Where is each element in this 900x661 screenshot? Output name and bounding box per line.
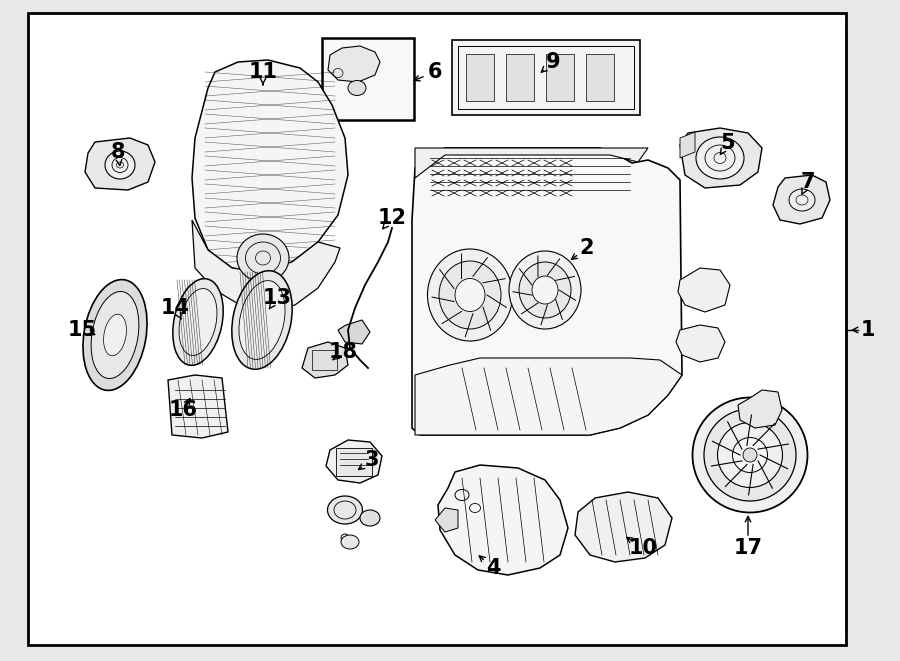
Ellipse shape (455, 278, 485, 311)
Text: 10: 10 (628, 538, 658, 558)
Polygon shape (192, 60, 348, 272)
Text: 11: 11 (248, 62, 277, 82)
Ellipse shape (179, 289, 217, 356)
Text: 5: 5 (721, 133, 735, 153)
Ellipse shape (360, 510, 380, 526)
Polygon shape (680, 132, 695, 158)
Polygon shape (412, 148, 682, 435)
Polygon shape (678, 268, 730, 312)
Ellipse shape (348, 81, 366, 95)
Polygon shape (168, 375, 228, 438)
Ellipse shape (704, 409, 796, 501)
Text: 17: 17 (734, 538, 762, 558)
Text: 4: 4 (486, 558, 500, 578)
Text: 14: 14 (160, 298, 190, 318)
Polygon shape (85, 138, 155, 190)
Polygon shape (773, 175, 830, 224)
Text: 18: 18 (328, 342, 357, 362)
Ellipse shape (232, 271, 292, 369)
Ellipse shape (789, 189, 815, 211)
Text: 16: 16 (168, 400, 197, 420)
Polygon shape (192, 220, 340, 310)
Ellipse shape (692, 397, 807, 512)
Text: 8: 8 (111, 142, 125, 162)
Ellipse shape (717, 422, 782, 488)
Ellipse shape (173, 279, 223, 366)
Ellipse shape (696, 137, 744, 179)
Polygon shape (326, 440, 382, 483)
Ellipse shape (519, 262, 571, 318)
Ellipse shape (104, 314, 126, 356)
Text: 7: 7 (801, 172, 815, 192)
Bar (336, 448, 372, 476)
Polygon shape (680, 128, 762, 188)
Ellipse shape (439, 261, 501, 329)
Text: 3: 3 (364, 450, 379, 470)
Bar (466, 54, 494, 101)
Ellipse shape (237, 234, 289, 282)
Bar (312, 350, 337, 370)
Bar (506, 54, 534, 101)
Polygon shape (676, 325, 725, 362)
Text: 12: 12 (377, 208, 407, 228)
Ellipse shape (532, 276, 558, 304)
Ellipse shape (238, 281, 285, 360)
Ellipse shape (91, 292, 139, 379)
Bar (586, 54, 614, 101)
Ellipse shape (733, 438, 768, 473)
Ellipse shape (509, 251, 581, 329)
Ellipse shape (341, 535, 359, 549)
Polygon shape (435, 508, 458, 532)
Polygon shape (415, 148, 648, 178)
Polygon shape (738, 390, 782, 428)
Polygon shape (302, 342, 348, 378)
Text: 13: 13 (263, 288, 292, 308)
Polygon shape (338, 320, 370, 344)
Bar (452, 40, 640, 115)
Ellipse shape (83, 280, 147, 391)
Bar (458, 46, 634, 109)
Ellipse shape (328, 496, 363, 524)
Text: 6: 6 (428, 62, 442, 82)
Text: 15: 15 (68, 320, 96, 340)
Text: 1: 1 (860, 320, 875, 340)
Bar (322, 38, 414, 120)
Polygon shape (575, 492, 672, 562)
Text: 2: 2 (580, 238, 594, 258)
Polygon shape (438, 465, 568, 575)
Bar (546, 54, 574, 101)
Text: 9: 9 (545, 52, 561, 72)
Polygon shape (415, 358, 682, 435)
Ellipse shape (105, 151, 135, 179)
Ellipse shape (428, 249, 512, 341)
Ellipse shape (743, 448, 757, 462)
Polygon shape (328, 46, 380, 82)
